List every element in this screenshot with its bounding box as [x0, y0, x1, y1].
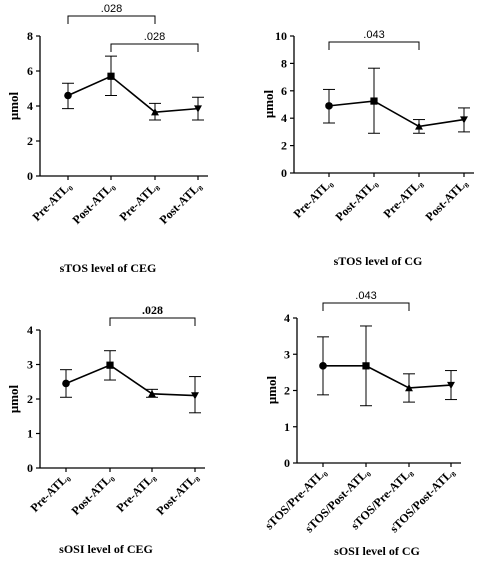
data-point: [362, 362, 370, 370]
data-point: [460, 116, 468, 124]
x-tick-label: Post-ATL₀: [332, 176, 380, 224]
y-axis-label: μmol: [6, 91, 21, 120]
significance-bracket: [322, 302, 410, 311]
significance-bracket: [328, 41, 420, 50]
data-point: [415, 122, 423, 130]
y-axis-label: μmol: [264, 375, 279, 404]
x-tick-label: Post-ATL₈: [153, 470, 201, 518]
data-point: [194, 105, 202, 113]
y-tick-label: 2: [281, 139, 287, 153]
series-line: [65, 364, 196, 397]
chart-caption: sTOS level of CEG: [60, 261, 157, 275]
significance-label: .028: [101, 3, 122, 15]
data-point: [370, 97, 378, 105]
x-tick-label: Pre-ATL₀: [27, 470, 72, 515]
x-tick-label: Post-ATL₈: [422, 176, 470, 224]
y-tick-label: 8: [27, 29, 33, 43]
data-point: [151, 108, 159, 116]
significance-label: .028: [142, 303, 163, 317]
y-tick-label: 2: [284, 384, 290, 398]
y-tick-label: 0: [281, 166, 287, 180]
x-tick-label: Pre-ATL₈: [113, 470, 158, 515]
significance-label: .028: [144, 31, 165, 43]
chart-caption: sOSI level of CEG: [59, 542, 153, 556]
x-tick-label: Post-ATL₀: [68, 470, 116, 518]
y-tick-label: 4: [284, 311, 290, 325]
x-tick-label: Pre-ATL₀: [290, 176, 335, 221]
y-tick-label: 8: [281, 56, 287, 70]
significance-bracket: [109, 317, 196, 326]
y-tick-label: 4: [27, 323, 33, 337]
significance-bracket: [67, 15, 156, 24]
chart-panel-4: 01234μmolsTOS/Pre-ATL₀sTOS/Post-ATL₀sTOS…: [262, 290, 461, 558]
x-tick-label: Pre-ATL₀: [29, 179, 74, 224]
y-tick-label: 0: [284, 456, 290, 470]
y-axis-label: μmol: [261, 89, 276, 118]
chart-panel-3: 0 1 2 3 4 μmol Pre-ATL₀Post-ATL₀Pre-ATL₈Post-A…: [6, 303, 205, 556]
y-tick-label: 6: [281, 84, 287, 98]
x-tick-label: Post-ATL₈: [156, 179, 204, 227]
y-tick-label: 4: [27, 99, 33, 113]
y-tick-label: 6: [27, 64, 33, 78]
y-tick-label: 0: [27, 169, 33, 183]
significance-label: .043: [355, 290, 376, 302]
y-tick-label: 2: [27, 392, 33, 406]
data-point: [191, 392, 199, 400]
data-point: [62, 379, 70, 388]
y-tick-label: 4: [281, 111, 287, 125]
data-point: [148, 389, 156, 398]
series-line: [67, 75, 199, 113]
data-point: [106, 361, 114, 369]
x-tick-label: Post-ATL₀: [69, 179, 117, 227]
significance-label: .043: [363, 29, 384, 41]
data-point: [325, 102, 333, 110]
chart-caption: sTOS level of CG: [334, 254, 423, 268]
y-tick-label: 3: [27, 358, 33, 372]
data-point: [447, 381, 455, 390]
y-tick-label: 3: [284, 347, 290, 361]
y-axis-label: μmol: [6, 384, 21, 413]
y-tick-label: 1: [27, 427, 33, 441]
series-line: [328, 100, 465, 128]
significance-bracket: [110, 43, 199, 52]
data-point: [107, 72, 115, 80]
data-point: [405, 384, 413, 392]
y-tick-label: 0: [27, 461, 33, 475]
chart-caption: sOSI level of CG: [334, 544, 420, 558]
series-line: [323, 365, 452, 389]
data-point: [64, 91, 72, 100]
y-tick-label: 10: [275, 29, 287, 43]
data-point: [319, 362, 327, 370]
y-tick-label: 2: [27, 134, 33, 148]
x-tick-label: Pre-ATL₈: [380, 176, 425, 221]
x-tick-label: Pre-ATL₈: [116, 179, 161, 224]
y-tick-label: 1: [284, 420, 290, 434]
